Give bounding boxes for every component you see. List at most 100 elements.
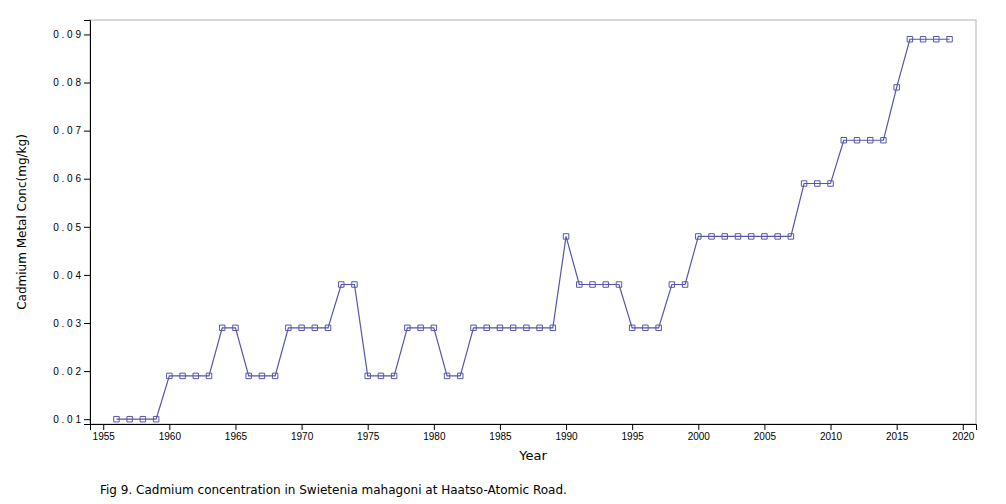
point [854,137,859,142]
y-tick-mark [84,323,90,324]
x-tick-label: 1970 [291,431,314,442]
point [722,234,727,239]
y-tick-mark [84,371,90,372]
x-tick-label: 1975 [357,431,380,442]
series-line [116,39,949,419]
point [682,282,687,287]
y-tick-label: 0 . 0 7 [53,125,81,136]
point [312,325,317,330]
point [339,282,344,287]
x-tick: 1980 [423,424,446,442]
x-tick: 1975 [357,424,380,442]
point [748,234,753,239]
x-tick-mark [434,424,435,430]
point [365,373,370,378]
y-tick-mark [84,227,90,228]
x-tick-mark [831,424,832,430]
point [920,36,925,41]
x-tick-label: 1955 [93,431,116,442]
point [140,416,145,421]
point [577,282,582,287]
x-tick-label: 2005 [754,431,777,442]
point [669,282,674,287]
point [709,234,714,239]
point [696,234,701,239]
y-tick-mark [84,275,90,276]
y-tick-label: 0 . 0 8 [53,77,81,88]
point [762,234,767,239]
y-tick-mark [84,34,90,35]
x-tick: 1960 [159,424,182,442]
x-tick: 1990 [555,424,578,442]
x-tick-label: 2000 [688,431,711,442]
point [246,373,251,378]
point [735,234,740,239]
point [378,373,383,378]
x-tick: 1995 [622,424,645,442]
x-tick-mark [963,424,964,430]
y-tick-label: 0 . 0 5 [53,222,81,233]
y-axis: 0 . 0 10 . 0 20 . 0 30 . 0 40 . 0 50 . 0… [53,21,90,425]
point [180,373,185,378]
x-tick: 2020 [952,424,975,442]
point [219,325,224,330]
point [841,137,846,142]
x-tick-label: 1995 [622,431,645,442]
point [391,373,396,378]
x-tick-label: 1965 [225,431,248,442]
point [458,373,463,378]
point [405,325,410,330]
y-tick: 0 . 0 4 [53,270,90,281]
plot-area: 1955 1960 1965 1970 1975 1980 1985 1990 1995 2000… [15,20,977,463]
x-tick-label: 2010 [820,431,843,442]
point [272,373,277,378]
x-tick-mark [764,424,765,430]
plot-frame [90,20,976,424]
point [286,325,291,330]
x-tick-mark [368,424,369,430]
point [643,325,648,330]
point [153,416,158,421]
y-tick: 0 . 0 5 [53,222,90,233]
x-tick-mark [500,424,501,430]
point [510,325,515,330]
x-tick: 1965 [225,424,248,442]
point [352,282,357,287]
point [934,36,939,41]
point [484,325,489,330]
y-axis-title: Cadmium Metal Conc(mg/kg) [15,134,29,310]
x-tick-mark [632,424,633,430]
point [788,234,793,239]
x-tick-mark [897,424,898,430]
y-tick-mark [84,131,90,132]
caption: Fig 9. Cadmium concentration in Swieteni… [100,483,567,497]
x-tick-mark [169,424,170,430]
point [629,325,634,330]
y-tick: 0 . 0 7 [53,125,90,136]
x-tick-mark [698,424,699,430]
x-tick: 2010 [820,424,843,442]
y-tick-label: 0 . 0 6 [53,173,81,184]
point [550,325,555,330]
x-tick: 1970 [291,424,314,442]
point [418,325,423,330]
x-tick: 2000 [688,424,711,442]
y-tick: 0 . 0 9 [53,29,90,40]
x-tick: 2005 [754,424,777,442]
x-tick-label: 2015 [886,431,909,442]
y-tick-label: 0 . 0 2 [53,366,81,377]
x-tick-label: 1980 [423,431,446,442]
point [537,325,542,330]
x-tick-label: 1985 [489,431,512,442]
y-tick-label: 0 . 0 9 [53,29,81,40]
x-tick-label: 1990 [555,431,578,442]
data-marks [114,36,953,421]
x-tick-mark [103,424,104,430]
y-tick: 0 . 0 8 [53,77,90,88]
point [259,373,264,378]
point [801,181,806,186]
point [193,373,198,378]
x-axis-line [91,425,977,431]
point [775,234,780,239]
point [881,137,886,142]
